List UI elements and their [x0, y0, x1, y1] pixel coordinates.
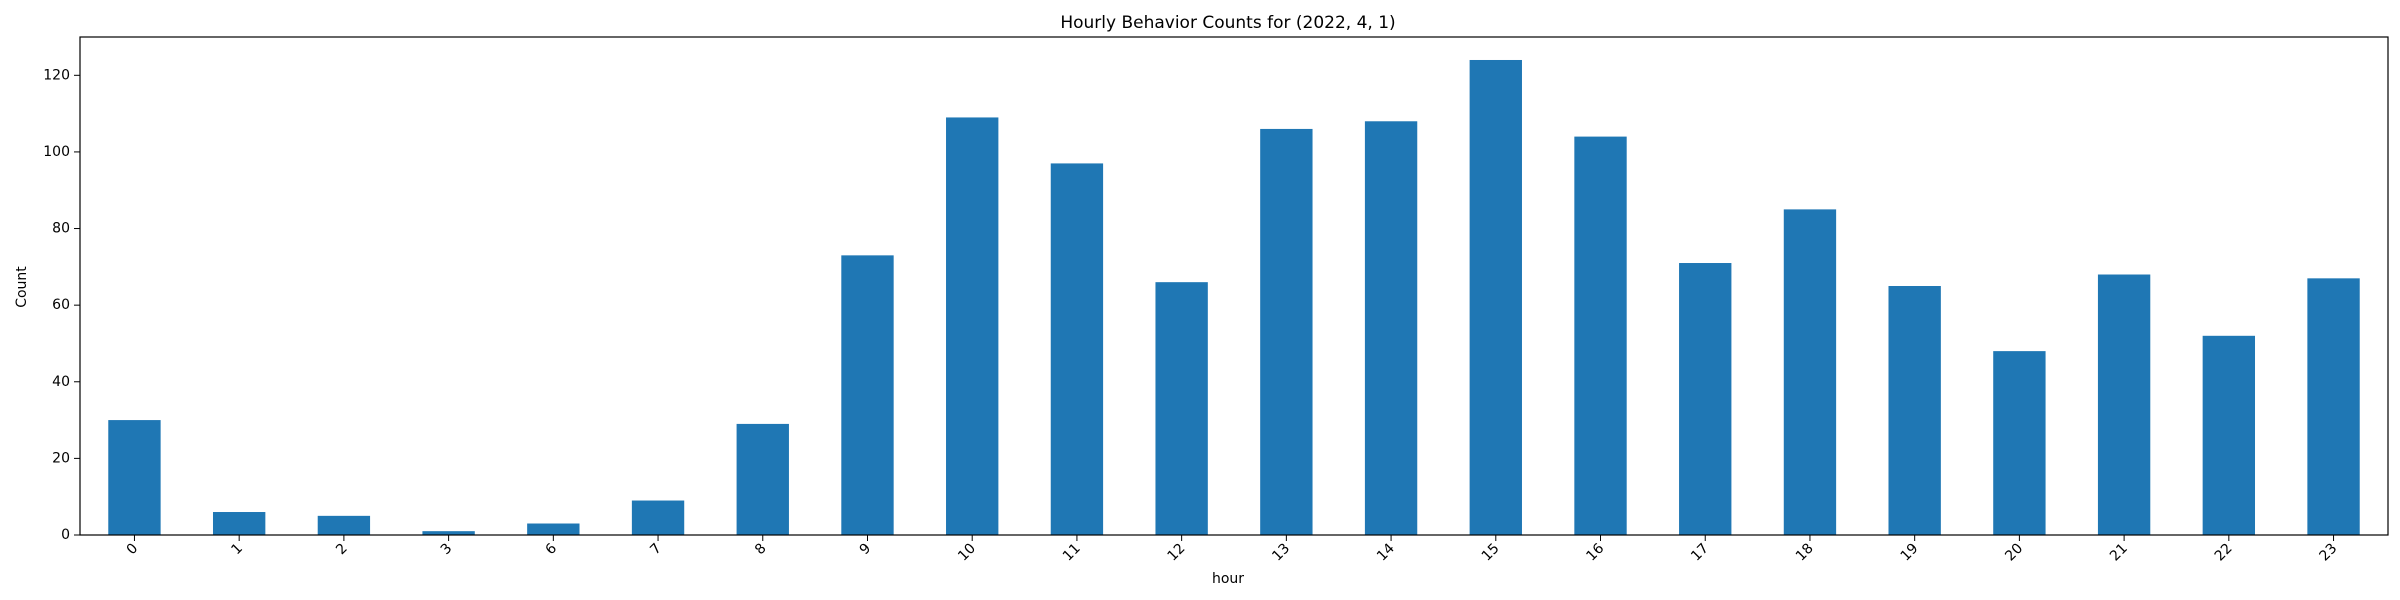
bar-hour-9 — [841, 255, 894, 535]
x-tick-label: 9 — [857, 541, 875, 559]
bar-hour-12 — [1155, 282, 1208, 535]
bar-hour-8 — [736, 423, 789, 535]
y-tick-label: 80 — [52, 221, 70, 237]
bar-hour-6 — [527, 523, 580, 535]
x-tick-label: 19 — [1898, 541, 1922, 565]
y-tick-label: 120 — [43, 67, 70, 83]
x-tick-label: 0 — [124, 541, 142, 559]
y-tick-label: 100 — [43, 144, 70, 160]
bar-hour-1 — [212, 512, 266, 535]
bar-hour-11 — [1050, 163, 1104, 535]
bar-hour-20 — [1993, 351, 2046, 535]
y-axis-label: Count — [14, 266, 30, 308]
y-tick-label: 0 — [61, 527, 70, 543]
y-tick-label: 20 — [52, 450, 70, 466]
x-tick-label: 12 — [1165, 541, 1189, 565]
bar-hour-0 — [108, 420, 161, 535]
y-tick-label: 60 — [52, 297, 70, 313]
y-axis: 0 20 40 60 80 100 120 — [43, 67, 80, 543]
bar-hour-22 — [2202, 335, 2256, 535]
bar-hour-17 — [1679, 263, 1732, 535]
x-tick-label: 1 — [228, 541, 246, 559]
bar-hour-13 — [1260, 128, 1313, 535]
x-tick-label: 21 — [2107, 541, 2131, 565]
y-tick-label: 40 — [52, 374, 70, 390]
plot-frame — [79, 36, 2389, 536]
x-tick-label: 18 — [1793, 541, 1817, 565]
x-tick-label: 22 — [2212, 541, 2236, 565]
x-tick-label: 6 — [543, 540, 561, 558]
bar-hour-2 — [317, 515, 371, 535]
x-axis-label: hour — [1212, 571, 1244, 587]
bar-hour-3 — [422, 531, 475, 535]
x-tick-label: 10 — [955, 541, 979, 565]
x-tick-label: 20 — [2002, 541, 2026, 565]
x-tick-label: 13 — [1269, 541, 1293, 565]
x-tick-label: 15 — [1479, 541, 1503, 565]
bar-hour-18 — [1783, 209, 1837, 535]
bar-hour-10 — [946, 117, 999, 535]
bar-hour-14 — [1364, 121, 1418, 536]
x-tick-label: 3 — [438, 541, 456, 559]
bar-hour-23 — [2307, 278, 2360, 535]
x-tick-label: 17 — [1688, 541, 1712, 565]
bar-hour-7 — [631, 500, 685, 535]
bar-hour-15 — [1469, 59, 1522, 535]
x-tick-label: 16 — [1583, 540, 1607, 564]
x-axis: 0 1 2 3 6 7 8 9 10 11 12 13 14 15 16 17 18 19 20 21 22 23 — [124, 535, 2340, 565]
x-tick-label: 14 — [1374, 540, 1398, 564]
bar-hour-21 — [2097, 274, 2151, 535]
bar-hour-19 — [1888, 286, 1941, 535]
x-tick-label: 23 — [2316, 541, 2340, 565]
x-tick-label: 2 — [333, 541, 351, 559]
bar-hour-16 — [1574, 136, 1627, 535]
chart-title: Hourly Behavior Counts for (2022, 4, 1) — [1060, 13, 1395, 33]
bars-layer — [108, 59, 2360, 536]
x-tick-label: 11 — [1060, 541, 1084, 565]
x-tick-label: 8 — [752, 541, 770, 559]
x-tick-label: 7 — [647, 541, 665, 559]
